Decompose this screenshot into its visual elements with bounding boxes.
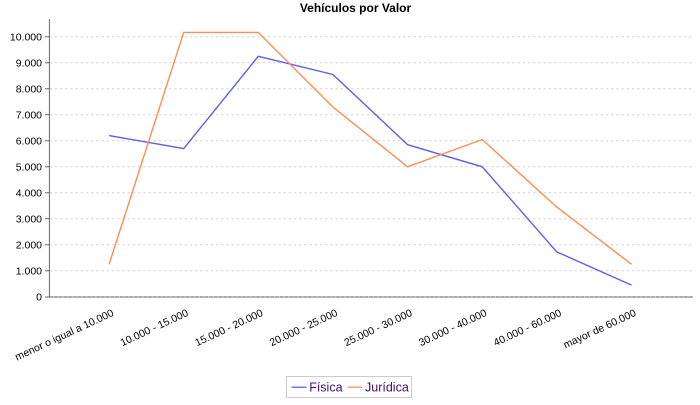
svg-text:5.000: 5.000	[16, 162, 42, 174]
svg-text:8.000: 8.000	[16, 84, 42, 96]
svg-text:3.000: 3.000	[16, 214, 42, 226]
svg-text:Jurídica: Jurídica	[365, 380, 409, 394]
svg-text:2.000: 2.000	[16, 240, 42, 252]
svg-text:6.000: 6.000	[16, 136, 42, 148]
svg-text:Física: Física	[309, 380, 342, 394]
svg-text:1.000: 1.000	[16, 266, 42, 278]
svg-text:9.000: 9.000	[16, 58, 42, 70]
svg-text:7.000: 7.000	[16, 110, 42, 122]
svg-text:Vehículos por Valor: Vehículos por Valor	[300, 1, 412, 15]
svg-text:10.000: 10.000	[10, 32, 42, 44]
svg-text:4.000: 4.000	[16, 188, 42, 200]
svg-text:0: 0	[36, 292, 42, 304]
